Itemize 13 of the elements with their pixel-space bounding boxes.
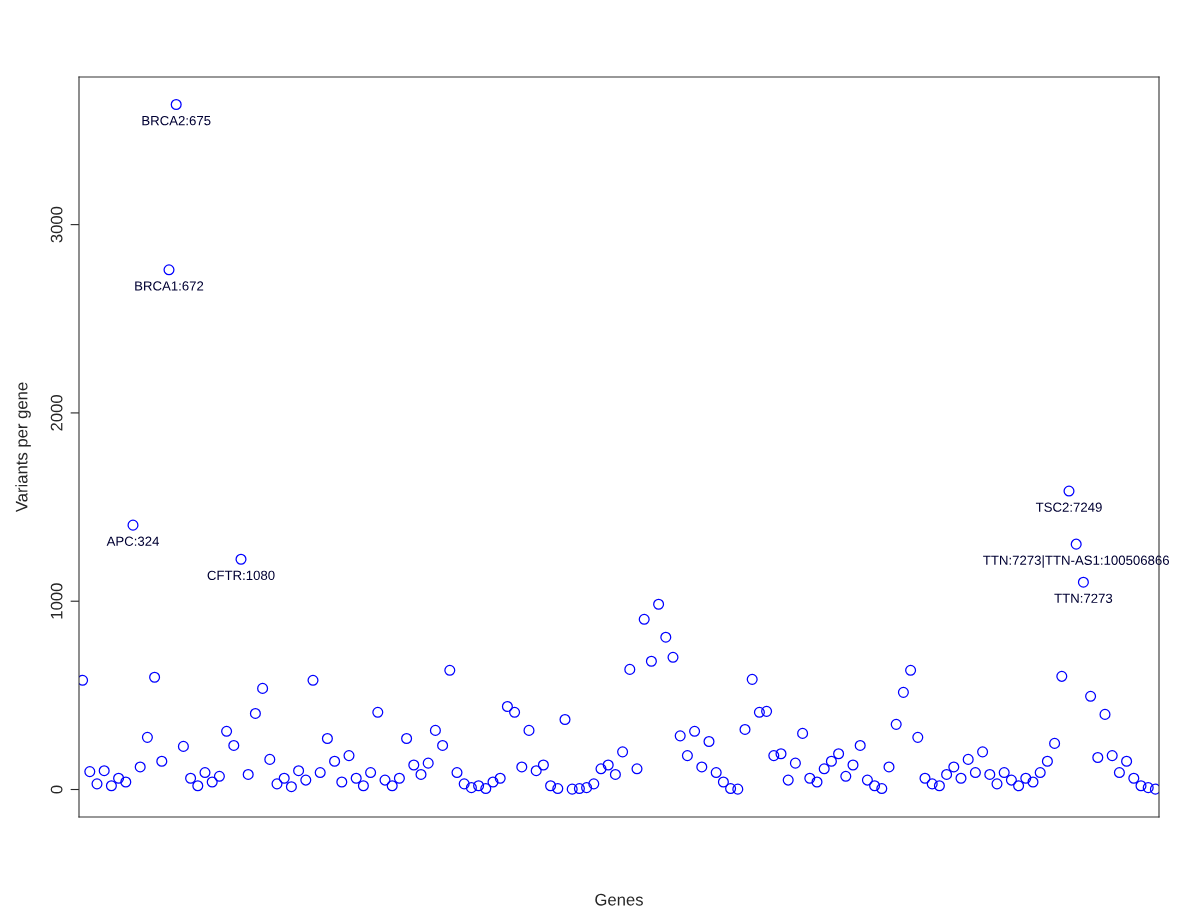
annotation: APC:324 [106, 536, 160, 546]
y-tick-label: 2000 [50, 395, 63, 431]
x-axis-title: Genes [595, 893, 643, 906]
annotation: TTN:7273 [1054, 593, 1113, 603]
y-axis-title: Variants per gene [15, 382, 31, 513]
y-tick-label: 1000 [50, 583, 63, 619]
annotation: TTN:7273|TTN-AS1:100506866 [983, 555, 1170, 568]
y-tick-label: 3000 [50, 206, 63, 243]
y-tick-label: 0 [50, 785, 63, 794]
annotation: BRCA2:675 [142, 115, 211, 126]
annotation: TSC2:7249 [1035, 502, 1102, 512]
annotation: CFTR:1080 [207, 570, 275, 581]
annotation: BRCA1:672 [135, 281, 204, 291]
